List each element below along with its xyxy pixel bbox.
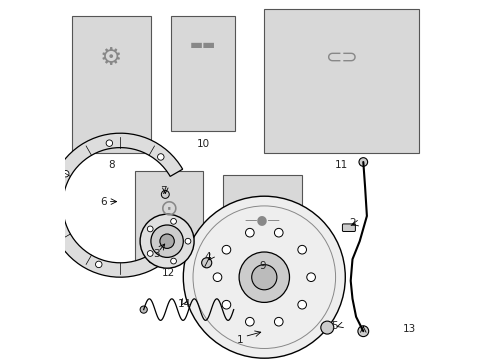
Circle shape	[358, 158, 367, 166]
Text: 9: 9	[259, 261, 265, 271]
Bar	[264, 9, 418, 153]
Circle shape	[297, 246, 306, 254]
Circle shape	[297, 300, 306, 309]
Circle shape	[239, 252, 289, 302]
Circle shape	[147, 226, 153, 232]
Text: 6: 6	[101, 197, 107, 207]
Circle shape	[151, 225, 183, 257]
Circle shape	[320, 321, 333, 334]
Bar	[72, 16, 151, 153]
Text: ⊙: ⊙	[159, 199, 178, 219]
Text: ▬▬: ▬▬	[189, 38, 216, 52]
Circle shape	[201, 258, 211, 268]
Circle shape	[357, 326, 368, 337]
Bar	[134, 171, 203, 261]
Circle shape	[106, 140, 112, 147]
Circle shape	[222, 246, 230, 254]
Circle shape	[251, 265, 276, 290]
Bar	[223, 175, 302, 254]
Circle shape	[157, 154, 163, 160]
Circle shape	[147, 251, 153, 256]
Wedge shape	[48, 133, 183, 277]
Text: 11: 11	[334, 160, 347, 170]
Circle shape	[95, 261, 102, 267]
Circle shape	[245, 228, 254, 237]
Circle shape	[58, 224, 64, 230]
Circle shape	[213, 273, 222, 282]
Text: 4: 4	[204, 252, 211, 262]
Text: 10: 10	[196, 139, 209, 149]
Text: 14: 14	[178, 299, 191, 309]
Circle shape	[274, 318, 283, 326]
Circle shape	[140, 214, 194, 268]
Text: 7: 7	[160, 186, 166, 196]
Circle shape	[306, 273, 315, 282]
Circle shape	[140, 306, 147, 313]
Text: 13: 13	[402, 324, 415, 334]
Circle shape	[183, 196, 345, 358]
Circle shape	[160, 234, 174, 248]
Bar	[170, 16, 235, 131]
Circle shape	[170, 219, 176, 224]
Text: 12: 12	[162, 268, 175, 278]
Text: ⊂⊃: ⊂⊃	[325, 48, 357, 67]
Circle shape	[62, 171, 69, 177]
FancyBboxPatch shape	[342, 224, 355, 231]
Circle shape	[161, 190, 169, 198]
Circle shape	[274, 228, 283, 237]
Circle shape	[245, 318, 254, 326]
Text: 8: 8	[108, 160, 114, 170]
Text: 2: 2	[348, 218, 355, 228]
Text: 1: 1	[237, 335, 244, 345]
Circle shape	[185, 238, 190, 244]
Text: ⚙: ⚙	[100, 46, 122, 69]
Text: 5: 5	[330, 321, 337, 331]
Circle shape	[170, 258, 176, 264]
Text: 3: 3	[152, 249, 159, 259]
Circle shape	[222, 300, 230, 309]
Text: —●—: —●—	[244, 213, 280, 226]
Circle shape	[148, 257, 155, 263]
